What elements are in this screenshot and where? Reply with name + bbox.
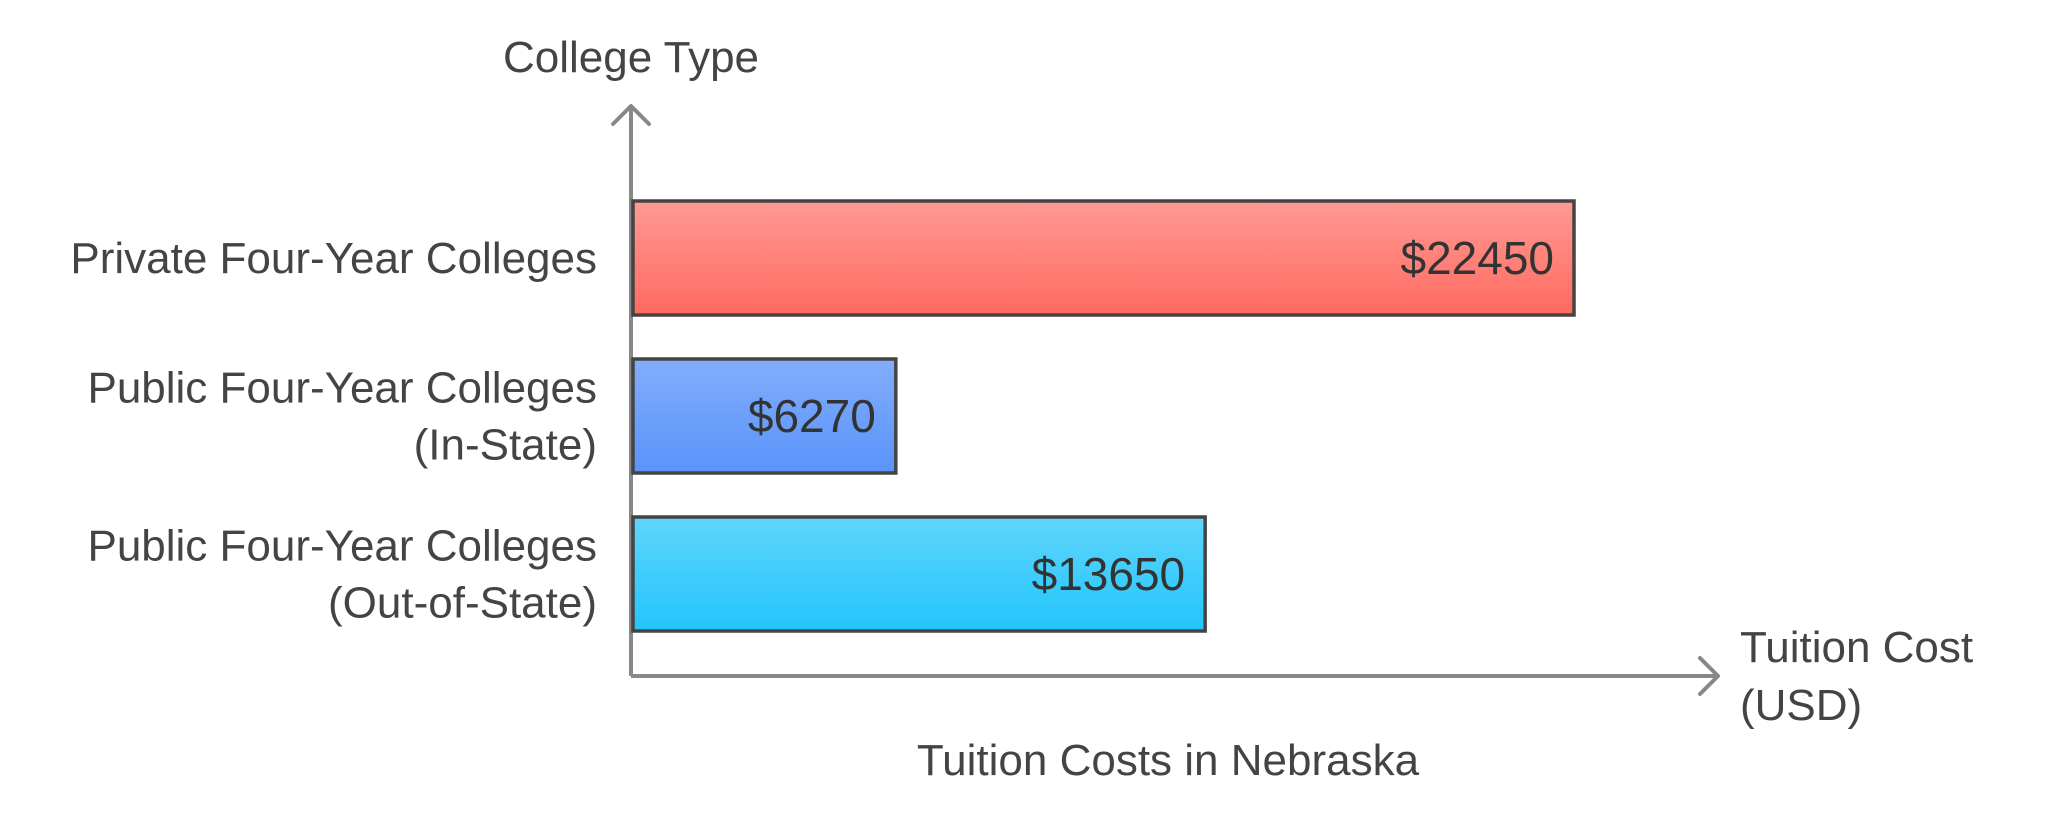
bar-value-label-2: $13650 [1032, 548, 1186, 600]
category-label-0-line-0: Private Four-Year Colleges [70, 234, 597, 283]
x-axis-title-line-1: Tuition Cost [1740, 623, 1973, 672]
category-labels-group: Private Four-Year Colleges Public Four-Ye… [70, 234, 597, 628]
x-axis-title-line-2: (USD) [1740, 681, 1862, 730]
bar-0 [631, 199, 1576, 317]
axes [611, 104, 1720, 696]
bar-1 [631, 357, 898, 475]
category-label-2: Public Four-Year Colleges (Out-of-State) [87, 522, 597, 628]
chart-title: Tuition Costs in Nebraska [917, 736, 1420, 785]
x-axis-title: Tuition Cost (USD) [1740, 623, 1985, 730]
category-label-2-line-1: (Out-of-State) [328, 579, 597, 628]
x-axis-arrowhead [1698, 656, 1720, 696]
category-label-0: Private Four-Year Colleges [70, 234, 597, 283]
category-label-2-line-0: Public Four-Year Colleges [87, 522, 597, 571]
category-label-1-line-0: Public Four-Year Colleges [87, 364, 597, 413]
category-label-1-line-1: (In-State) [414, 421, 597, 470]
bars-group: $22450 $6270 $13650 [631, 199, 1576, 633]
bar-value-label-1: $6270 [748, 390, 876, 442]
bar-value-label-0: $22450 [1401, 232, 1555, 284]
y-axis-title: College Type [503, 33, 759, 82]
y-axis-arrowhead [611, 104, 651, 126]
category-label-1: Public Four-Year Colleges (In-State) [87, 364, 597, 470]
bar-2 [631, 515, 1207, 633]
